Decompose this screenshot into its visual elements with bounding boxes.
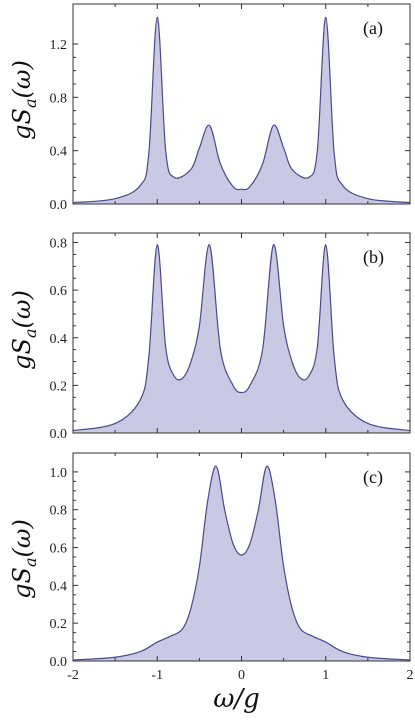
series-line xyxy=(73,465,410,661)
panel-label: (b) xyxy=(363,247,384,268)
y-axis-label: gSa(ω) xyxy=(8,290,40,370)
y-tick-label: 1.2 xyxy=(50,38,68,53)
series-area xyxy=(73,244,410,433)
plot-frame xyxy=(72,3,411,205)
x-tick-label: 1 xyxy=(322,668,329,683)
panel-b: 0.0 0.2 0.4 0.6 0.8 (b) gSa(ω) xyxy=(8,232,411,442)
series-area xyxy=(73,17,410,204)
y-tick-label: 0.8 xyxy=(50,237,68,252)
y-axis-label: gSa(ω) xyxy=(8,60,40,140)
x-tick-label: 0 xyxy=(238,668,245,683)
y-tick-label: 0.0 xyxy=(50,655,68,670)
y-tick-label: 0.2 xyxy=(50,617,68,632)
y-tick-label: 1.0 xyxy=(50,466,68,481)
y-tick-label: 0.6 xyxy=(50,284,68,299)
y-tick-label: 0.8 xyxy=(50,504,68,519)
y-tick-label: 0.4 xyxy=(50,579,68,594)
series-line xyxy=(73,16,410,204)
panel-label: (a) xyxy=(363,18,383,39)
y-tick-label: 0.0 xyxy=(50,427,68,442)
y-tick-label: 0.0 xyxy=(50,198,68,213)
x-tick-label: -2 xyxy=(67,668,79,683)
series-line xyxy=(73,244,410,432)
y-tick-label: 0.2 xyxy=(50,379,68,394)
series-area xyxy=(73,466,410,661)
panel-label: (c) xyxy=(363,467,383,488)
panel-c: 0.0 0.2 0.4 0.6 0.8 1.0 -2 -1 0 1 2 (c) gSa(ω) ω/g xyxy=(8,452,414,714)
y-axis-label: gSa(ω) xyxy=(8,519,40,599)
y-tick-label: 0.4 xyxy=(50,332,68,347)
x-tick-label: -1 xyxy=(151,668,163,683)
x-axis-label: ω/g xyxy=(213,684,260,714)
x-tick-label: 2 xyxy=(407,668,414,683)
y-tick-label: 0.8 xyxy=(50,91,68,106)
y-tick-label: 0.4 xyxy=(50,145,68,160)
panel-a: 0.0 0.4 0.8 1.2 (a) gSa(ω) xyxy=(8,3,411,213)
y-tick-label: 0.6 xyxy=(50,542,68,557)
